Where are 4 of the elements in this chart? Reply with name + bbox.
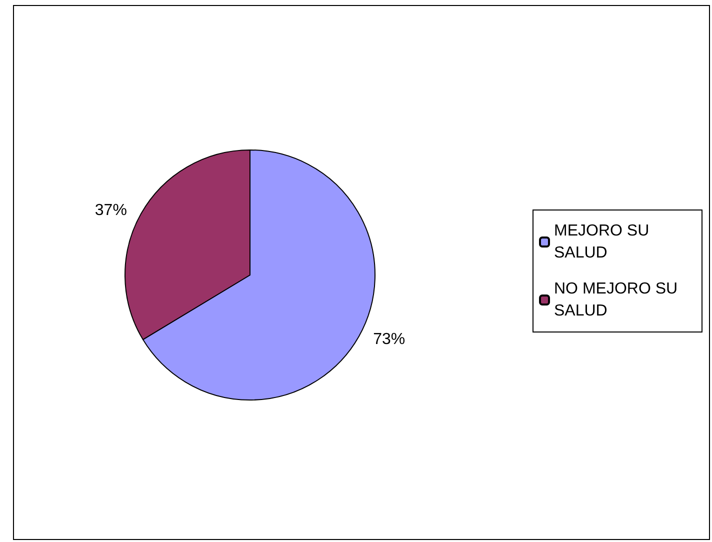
data-label: 73%	[373, 330, 406, 348]
data-label: 37%	[94, 202, 127, 220]
legend-label: NO MEJORO SU SALUD	[554, 280, 682, 320]
legend-label: MEJORO SU SALUD	[554, 222, 654, 262]
